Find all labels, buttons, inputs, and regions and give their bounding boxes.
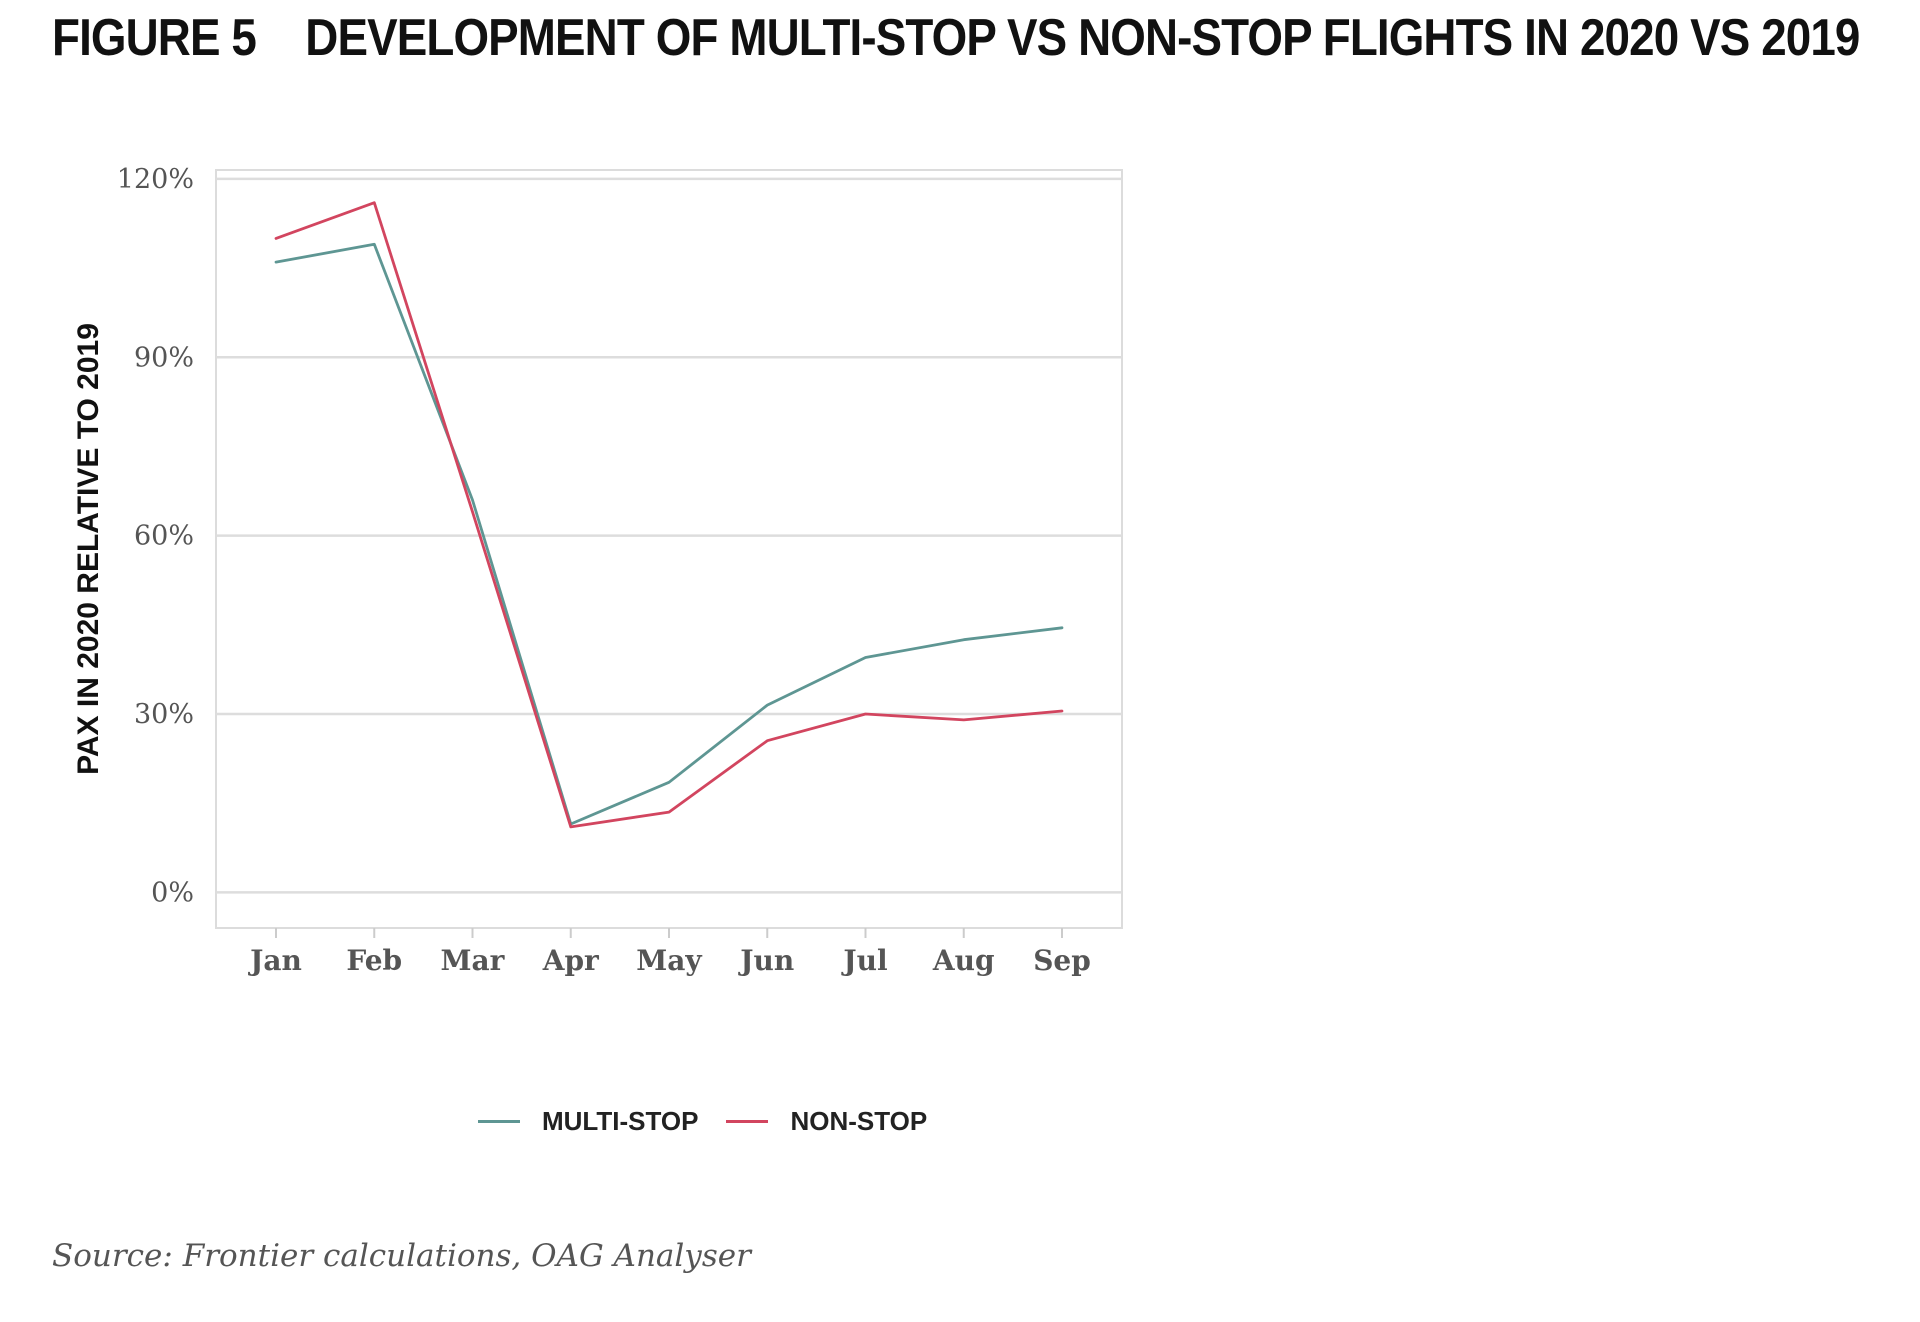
x-tick-label: Sep [1033, 944, 1091, 977]
legend-swatch-multi-stop [478, 1120, 520, 1123]
x-tick-label: Aug [932, 944, 995, 977]
series-line-non-stop [274, 201, 1064, 829]
y-tick-labels: 0% 30% 60% 90% 120% [117, 164, 194, 908]
x-tick-label: Jun [737, 944, 794, 977]
y-tick-label: 90% [134, 342, 194, 373]
series-line-multi-stop [274, 242, 1064, 826]
plot-frame [215, 169, 1123, 929]
legend-label-non-stop: NON-STOP [790, 1106, 928, 1136]
figure-title: DEVELOPMENT OF MULTI-STOP VS NON-STOP FL… [305, 9, 1860, 67]
x-tick-label: Mar [441, 944, 506, 977]
x-tick-label: Jul [840, 944, 887, 977]
legend-label-multi-stop: MULTI-STOP [542, 1106, 699, 1136]
legend-swatch-non-stop [726, 1120, 769, 1123]
legend-item-multi-stop: MULTI-STOP [478, 1106, 698, 1137]
figure-heading: FIGURE 5 DEVELOPMENT OF MULTI-STOP VS NON… [52, 8, 1860, 68]
source-note: Source: Frontier calculations, OAG Analy… [52, 1238, 751, 1274]
y-tick-label: 120% [117, 164, 194, 195]
y-tick-label: 60% [134, 521, 194, 552]
x-tick-label: Feb [346, 944, 402, 977]
y-tick-label: 30% [134, 699, 194, 730]
gridlines [216, 177, 1122, 894]
x-tick-label: Jan [247, 944, 302, 977]
figure-number: FIGURE 5 [52, 9, 257, 67]
legend-item-non-stop: NON-STOP [726, 1106, 927, 1137]
x-tick-label: Apr [542, 944, 600, 977]
legend: MULTI-STOP NON-STOP [478, 1106, 955, 1137]
series-lines [274, 201, 1064, 829]
x-tick-label: May [636, 944, 702, 977]
x-tick-labels: Jan Feb Mar Apr May Jun Jul Aug Sep [247, 928, 1091, 977]
y-tick-label: 0% [151, 877, 194, 908]
y-axis-label: PAX IN 2020 RELATIVE TO 2019 [72, 323, 105, 775]
